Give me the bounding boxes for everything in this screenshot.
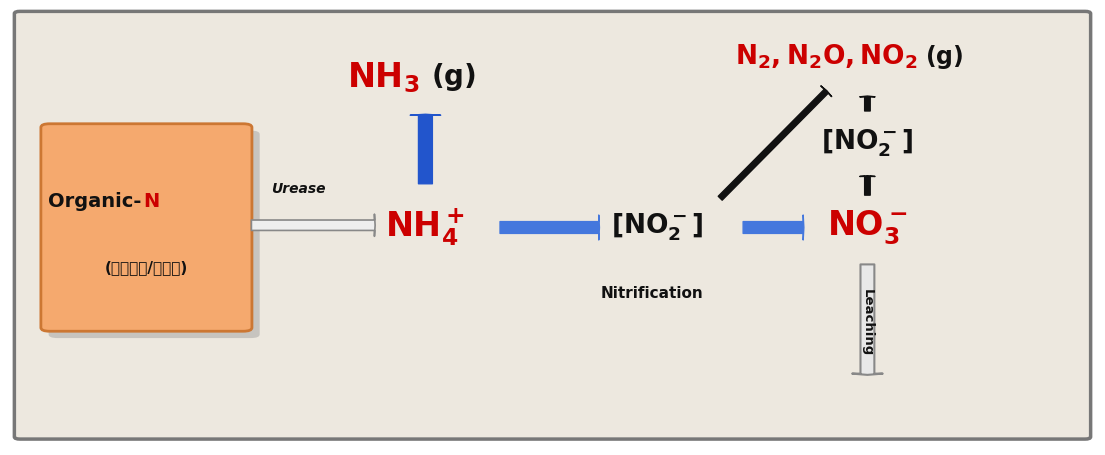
FancyBboxPatch shape: [14, 11, 1091, 439]
Text: $\mathbf{NO_3^-}$: $\mathbf{NO_3^-}$: [828, 208, 907, 247]
Text: $\mathbf{NH_4^+}$: $\mathbf{NH_4^+}$: [386, 207, 465, 248]
Text: $\mathbf{NH_3}$: $\mathbf{NH_3}$: [347, 60, 420, 95]
Text: $\mathbf{N_2, N_2O, NO_2}$: $\mathbf{N_2, N_2O, NO_2}$: [735, 43, 917, 71]
FancyBboxPatch shape: [49, 131, 260, 338]
Text: Organic-: Organic-: [48, 192, 141, 211]
Text: $\mathbf{[NO_2^-]}$: $\mathbf{[NO_2^-]}$: [611, 212, 704, 243]
Text: Nitrification: Nitrification: [601, 286, 703, 301]
Text: $\mathbf{(g)}$: $\mathbf{(g)}$: [925, 43, 964, 71]
Text: $\mathbf{[NO_2^-]}$: $\mathbf{[NO_2^-]}$: [821, 127, 914, 159]
Text: Leaching: Leaching: [861, 289, 874, 357]
Text: (화학비료/가축분): (화학비료/가축분): [105, 260, 188, 275]
Text: $\mathbf{(g)}$: $\mathbf{(g)}$: [431, 61, 476, 93]
FancyBboxPatch shape: [41, 124, 252, 331]
Text: N: N: [144, 192, 159, 211]
Text: Urease: Urease: [271, 182, 326, 196]
